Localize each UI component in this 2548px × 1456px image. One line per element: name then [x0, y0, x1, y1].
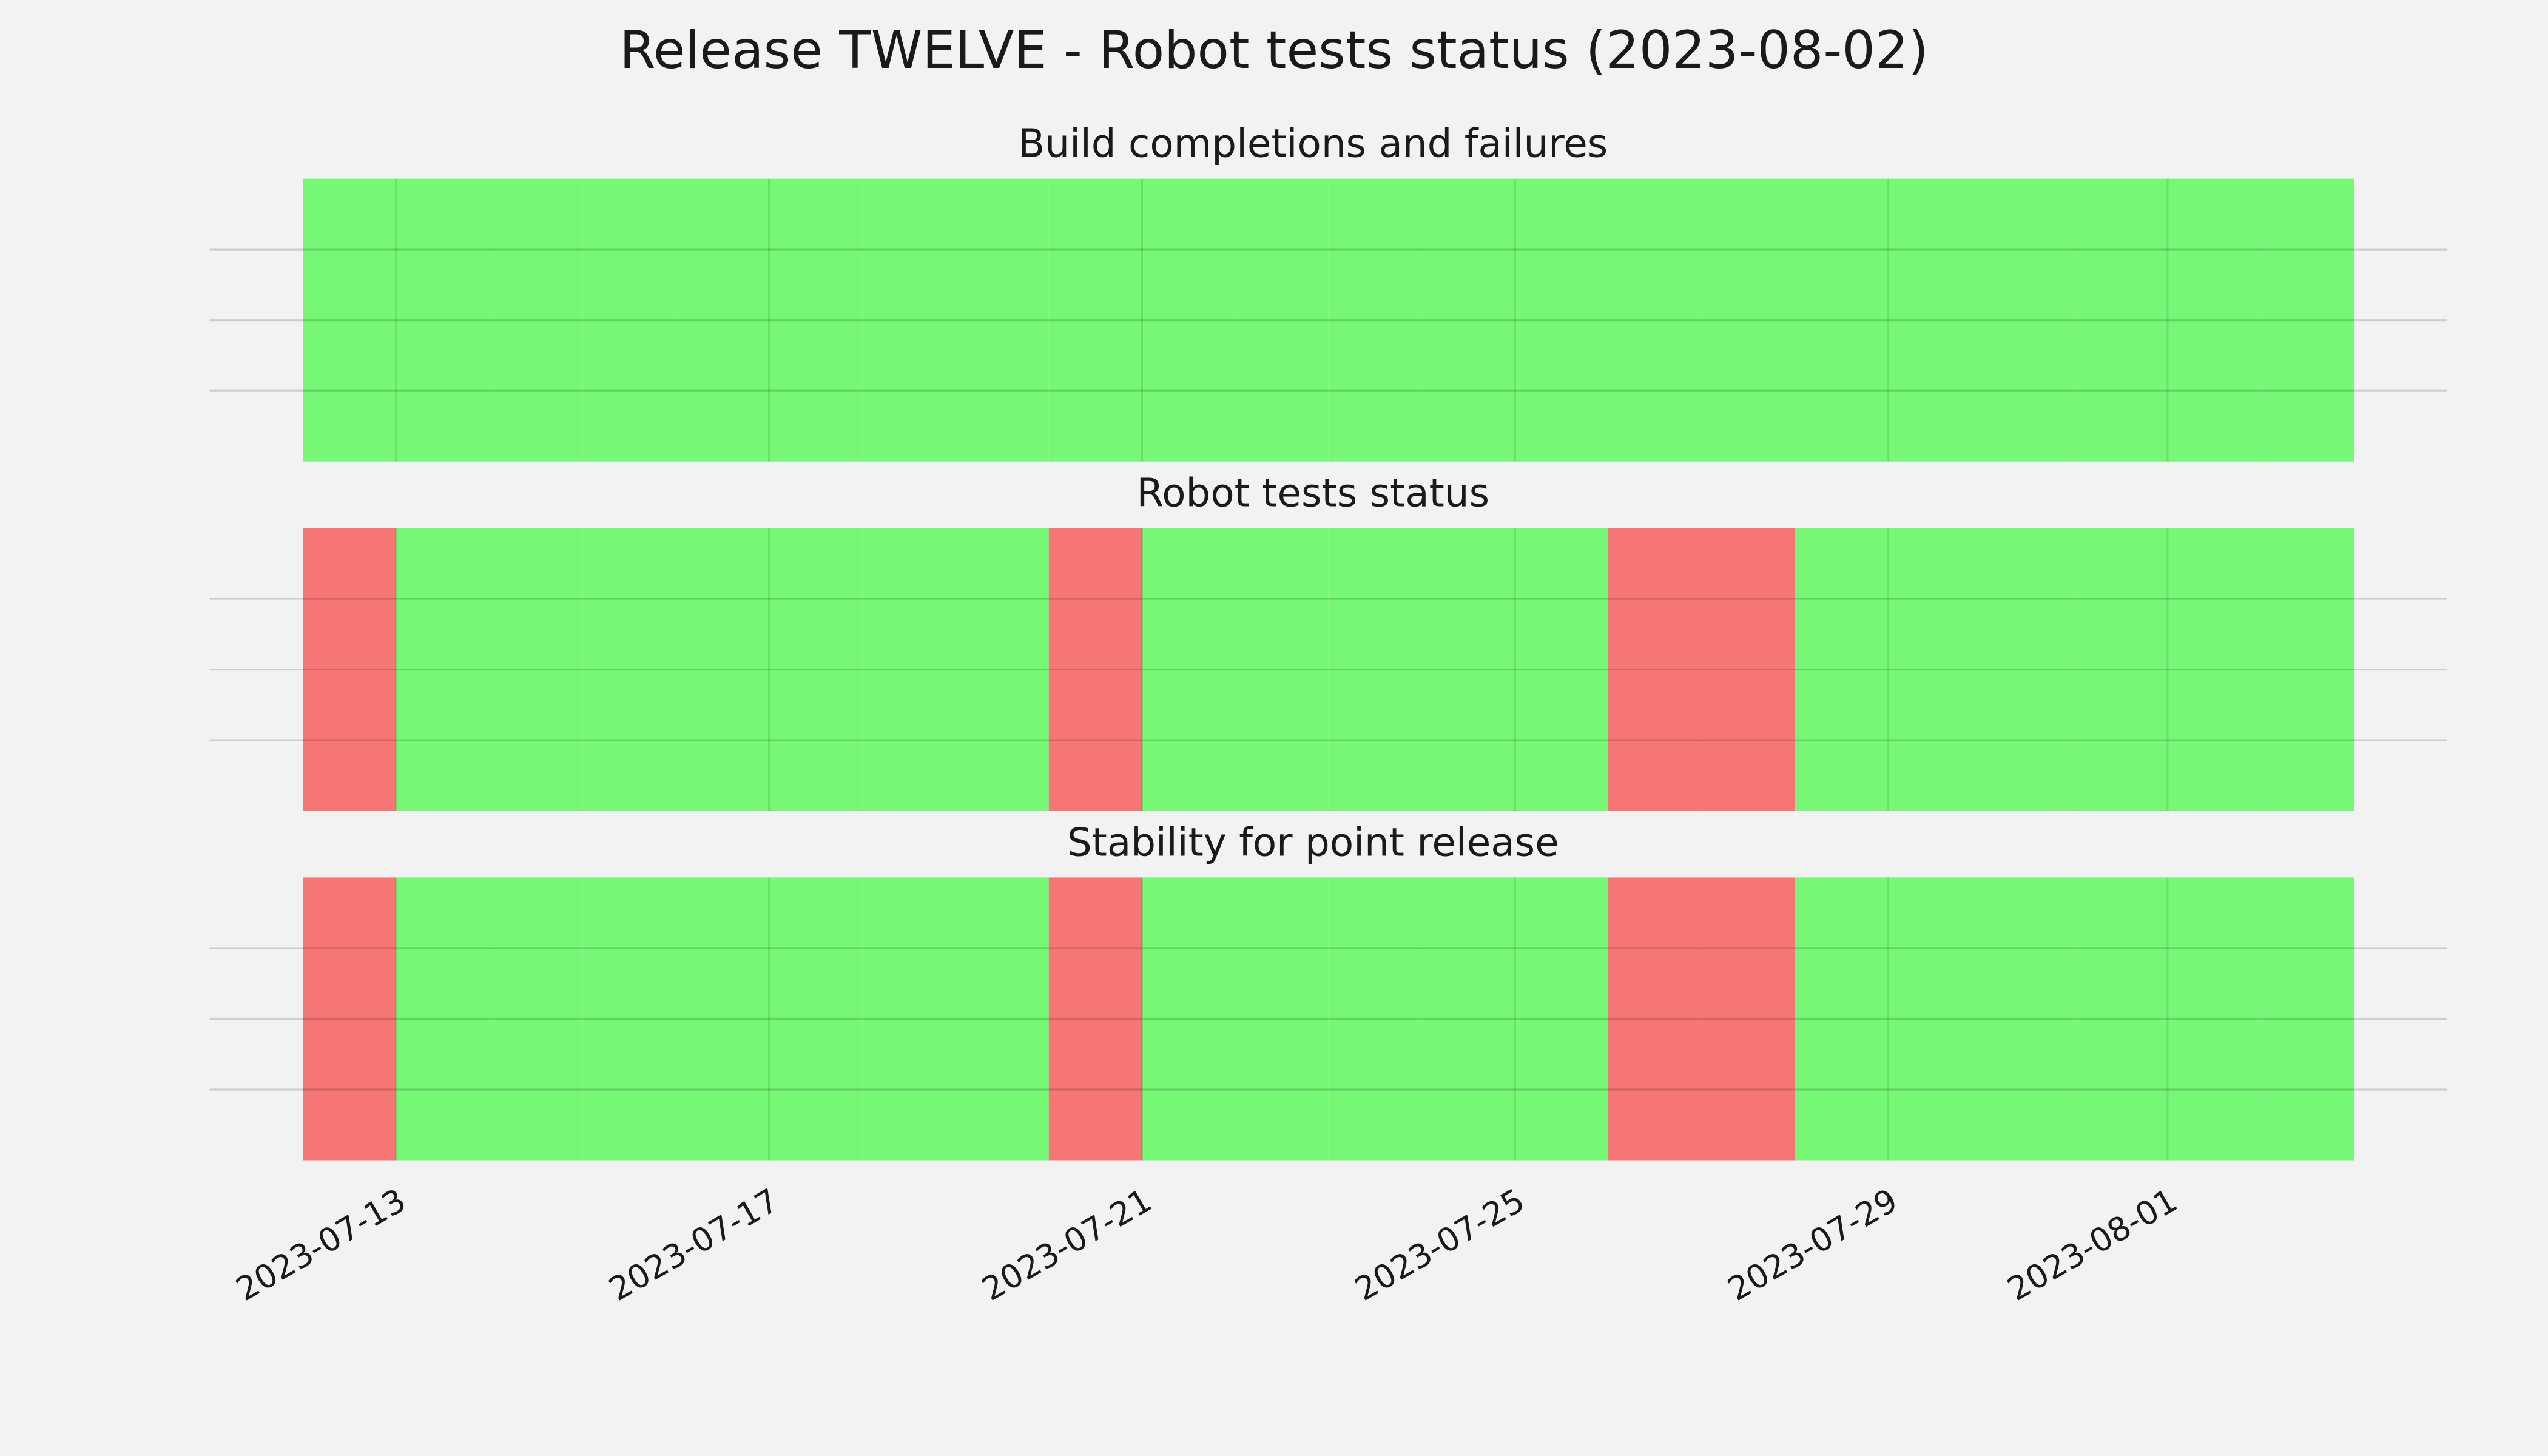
status-bar — [396, 877, 490, 1161]
x-tick-label: 2023-07-17 — [602, 1181, 785, 1309]
status-bar — [1608, 877, 1702, 1161]
status-bar — [1515, 528, 1608, 811]
status-bar — [396, 528, 490, 811]
status-bar — [2167, 178, 2261, 462]
status-bar — [1235, 877, 1329, 1161]
status-bar — [675, 528, 769, 811]
status-bar — [2260, 178, 2354, 462]
status-bar — [956, 877, 1049, 1161]
status-bar — [1981, 528, 2075, 811]
panel-title: Stability for point release — [1067, 820, 1559, 865]
status-bar — [1887, 178, 1981, 462]
status-bar — [2074, 877, 2168, 1161]
x-tick-label: 2023-07-13 — [229, 1181, 412, 1309]
x-tick-label: 2023-07-29 — [1721, 1181, 1904, 1309]
status-bar — [1981, 877, 2075, 1161]
status-bar — [862, 528, 956, 811]
status-bar — [1142, 877, 1236, 1161]
status-bar — [1795, 877, 1888, 1161]
status-bar — [396, 178, 490, 462]
status-bar — [1701, 528, 1795, 811]
status-bar — [1142, 178, 1236, 462]
status-bar — [1795, 178, 1888, 462]
panel-title: Robot tests status — [1136, 471, 1489, 516]
status-bar — [1421, 528, 1515, 811]
status-bar — [303, 877, 396, 1161]
status-bar — [2167, 877, 2261, 1161]
status-bar — [956, 178, 1049, 462]
status-bar — [956, 528, 1049, 811]
status-bar — [769, 528, 863, 811]
status-bar — [1701, 178, 1795, 462]
status-bar — [2260, 877, 2354, 1161]
status-bar — [1981, 178, 2075, 462]
status-bar — [1328, 877, 1422, 1161]
status-bar — [2074, 178, 2168, 462]
status-bar — [1515, 877, 1608, 1161]
status-bar — [769, 178, 863, 462]
status-bar — [2167, 528, 2261, 811]
status-bar — [582, 178, 676, 462]
status-bar — [582, 877, 676, 1161]
status-bar — [489, 877, 583, 1161]
status-bar — [1795, 528, 1888, 811]
status-bar — [1048, 178, 1142, 462]
status-bar — [303, 528, 396, 811]
status-bar — [489, 178, 583, 462]
status-bar — [1608, 178, 1702, 462]
x-tick-label: 2023-07-21 — [976, 1181, 1158, 1309]
status-bar — [2260, 528, 2354, 811]
status-bar — [1701, 877, 1795, 1161]
status-bar — [769, 877, 863, 1161]
status-bar — [862, 877, 956, 1161]
status-bar — [1608, 528, 1702, 811]
status-bar — [1328, 528, 1422, 811]
status-bar — [489, 528, 583, 811]
status-bar — [675, 877, 769, 1161]
status-bar — [862, 178, 956, 462]
status-bar — [2074, 528, 2168, 811]
status-bar — [1048, 528, 1142, 811]
x-tick-label: 2023-08-01 — [2001, 1181, 2183, 1309]
status-bar — [303, 178, 396, 462]
status-bar — [582, 528, 676, 811]
status-bar — [1887, 528, 1981, 811]
status-bar — [1235, 178, 1329, 462]
chart-title: Release TWELVE - Robot tests status (202… — [619, 20, 1929, 81]
x-tick-label: 2023-07-25 — [1349, 1181, 1531, 1309]
status-bar — [1421, 877, 1515, 1161]
status-bar — [1142, 528, 1236, 811]
panel-title: Build completions and failures — [1018, 121, 1608, 167]
status-bar — [1048, 877, 1142, 1161]
status-bar — [1515, 178, 1608, 462]
status-bar — [675, 178, 769, 462]
status-bar — [1421, 178, 1515, 462]
status-bar — [1328, 178, 1422, 462]
status-bar — [1235, 528, 1329, 811]
status-bar — [1887, 877, 1981, 1161]
